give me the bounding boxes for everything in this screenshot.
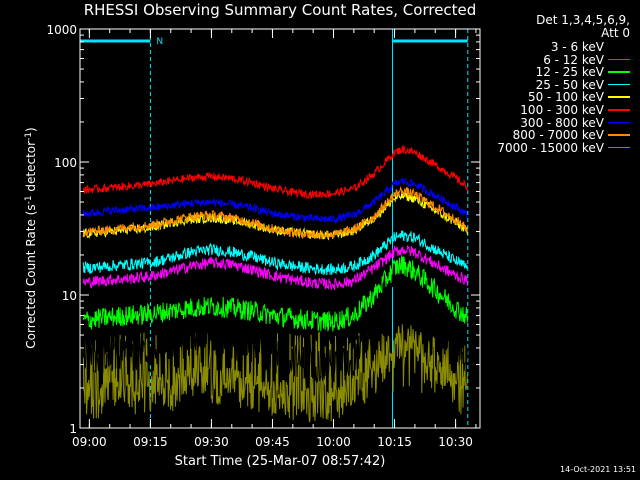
legend: 3 - 6 keV 6 - 12 keV 12 - 25 keV 25 - 50 ke… (482, 40, 632, 155)
legend-label: 800 - 7000 keV (512, 128, 604, 143)
x-tick-label: 10:30 (438, 435, 473, 449)
legend-label: 12 - 25 keV (535, 65, 604, 80)
legend-entry: 6 - 12 keV (482, 52, 632, 67)
legend-label: 3 - 6 keV (550, 40, 604, 54)
x-tick-label: 09:30 (194, 435, 229, 449)
legend-swatch (608, 108, 630, 111)
plot-timestamp: 14-Oct-2021 13:51 (560, 465, 636, 474)
y-tick-label: 100 (54, 156, 77, 170)
legend-swatch (608, 71, 630, 73)
legend-entry: 800 - 7000 keV (482, 128, 632, 143)
legend-swatch (608, 134, 630, 136)
y-tick-label: 10 (62, 289, 77, 303)
x-axis-label: Start Time (25-Mar-07 08:57:42) (174, 454, 386, 469)
series-line (82, 190, 468, 241)
legend-entry: 7000 - 15000 keV (482, 140, 632, 155)
legend-entry: 12 - 25 keV (482, 65, 632, 80)
series-line (82, 244, 468, 291)
night-marker: N (156, 37, 163, 47)
attenuator-info: Att 0 (601, 26, 630, 40)
legend-swatch (608, 46, 630, 48)
legend-label: 50 - 100 keV (527, 90, 604, 105)
legend-entry: 300 - 800 keV (482, 115, 632, 130)
legend-swatch (608, 121, 630, 124)
legend-label: 100 - 300 keV (520, 102, 604, 117)
x-tick-label: 09:45 (255, 435, 290, 449)
series-line (82, 177, 468, 225)
legend-entry: 3 - 6 keV (482, 40, 632, 54)
legend-swatch (608, 96, 630, 98)
x-tick-label: 09:15 (133, 435, 168, 449)
legend-label: 7000 - 15000 keV (497, 140, 604, 155)
legend-entry: 100 - 300 keV (482, 102, 632, 117)
plot-frame (79, 28, 481, 429)
legend-swatch (608, 146, 630, 149)
series-line (82, 185, 468, 240)
x-tick-label: 10:15 (377, 435, 412, 449)
series-line (82, 230, 468, 276)
legend-swatch (608, 58, 630, 61)
y-axis-label: Corrected Count Rate (s-1 detector-1) (24, 127, 38, 348)
chart-title: RHESSI Observing Summary Count Rates, Co… (83, 1, 477, 19)
series-line (82, 255, 468, 332)
y-tick-label: 1000 (46, 23, 77, 37)
x-tick-label: 10:00 (316, 435, 351, 449)
y-tick-label: 1 (69, 422, 77, 436)
x-tick-label: 09:00 (72, 435, 107, 449)
legend-entry: 50 - 100 keV (482, 90, 632, 105)
legend-label: 6 - 12 keV (543, 52, 604, 67)
series-line (82, 144, 468, 200)
detector-info: Det 1,3,4,5,6,9, (536, 13, 630, 27)
legend-entry: 25 - 50 keV (482, 77, 632, 92)
legend-swatch (608, 83, 630, 86)
legend-label: 25 - 50 keV (535, 77, 604, 92)
series-line (82, 324, 468, 423)
legend-label: 300 - 800 keV (520, 115, 604, 130)
